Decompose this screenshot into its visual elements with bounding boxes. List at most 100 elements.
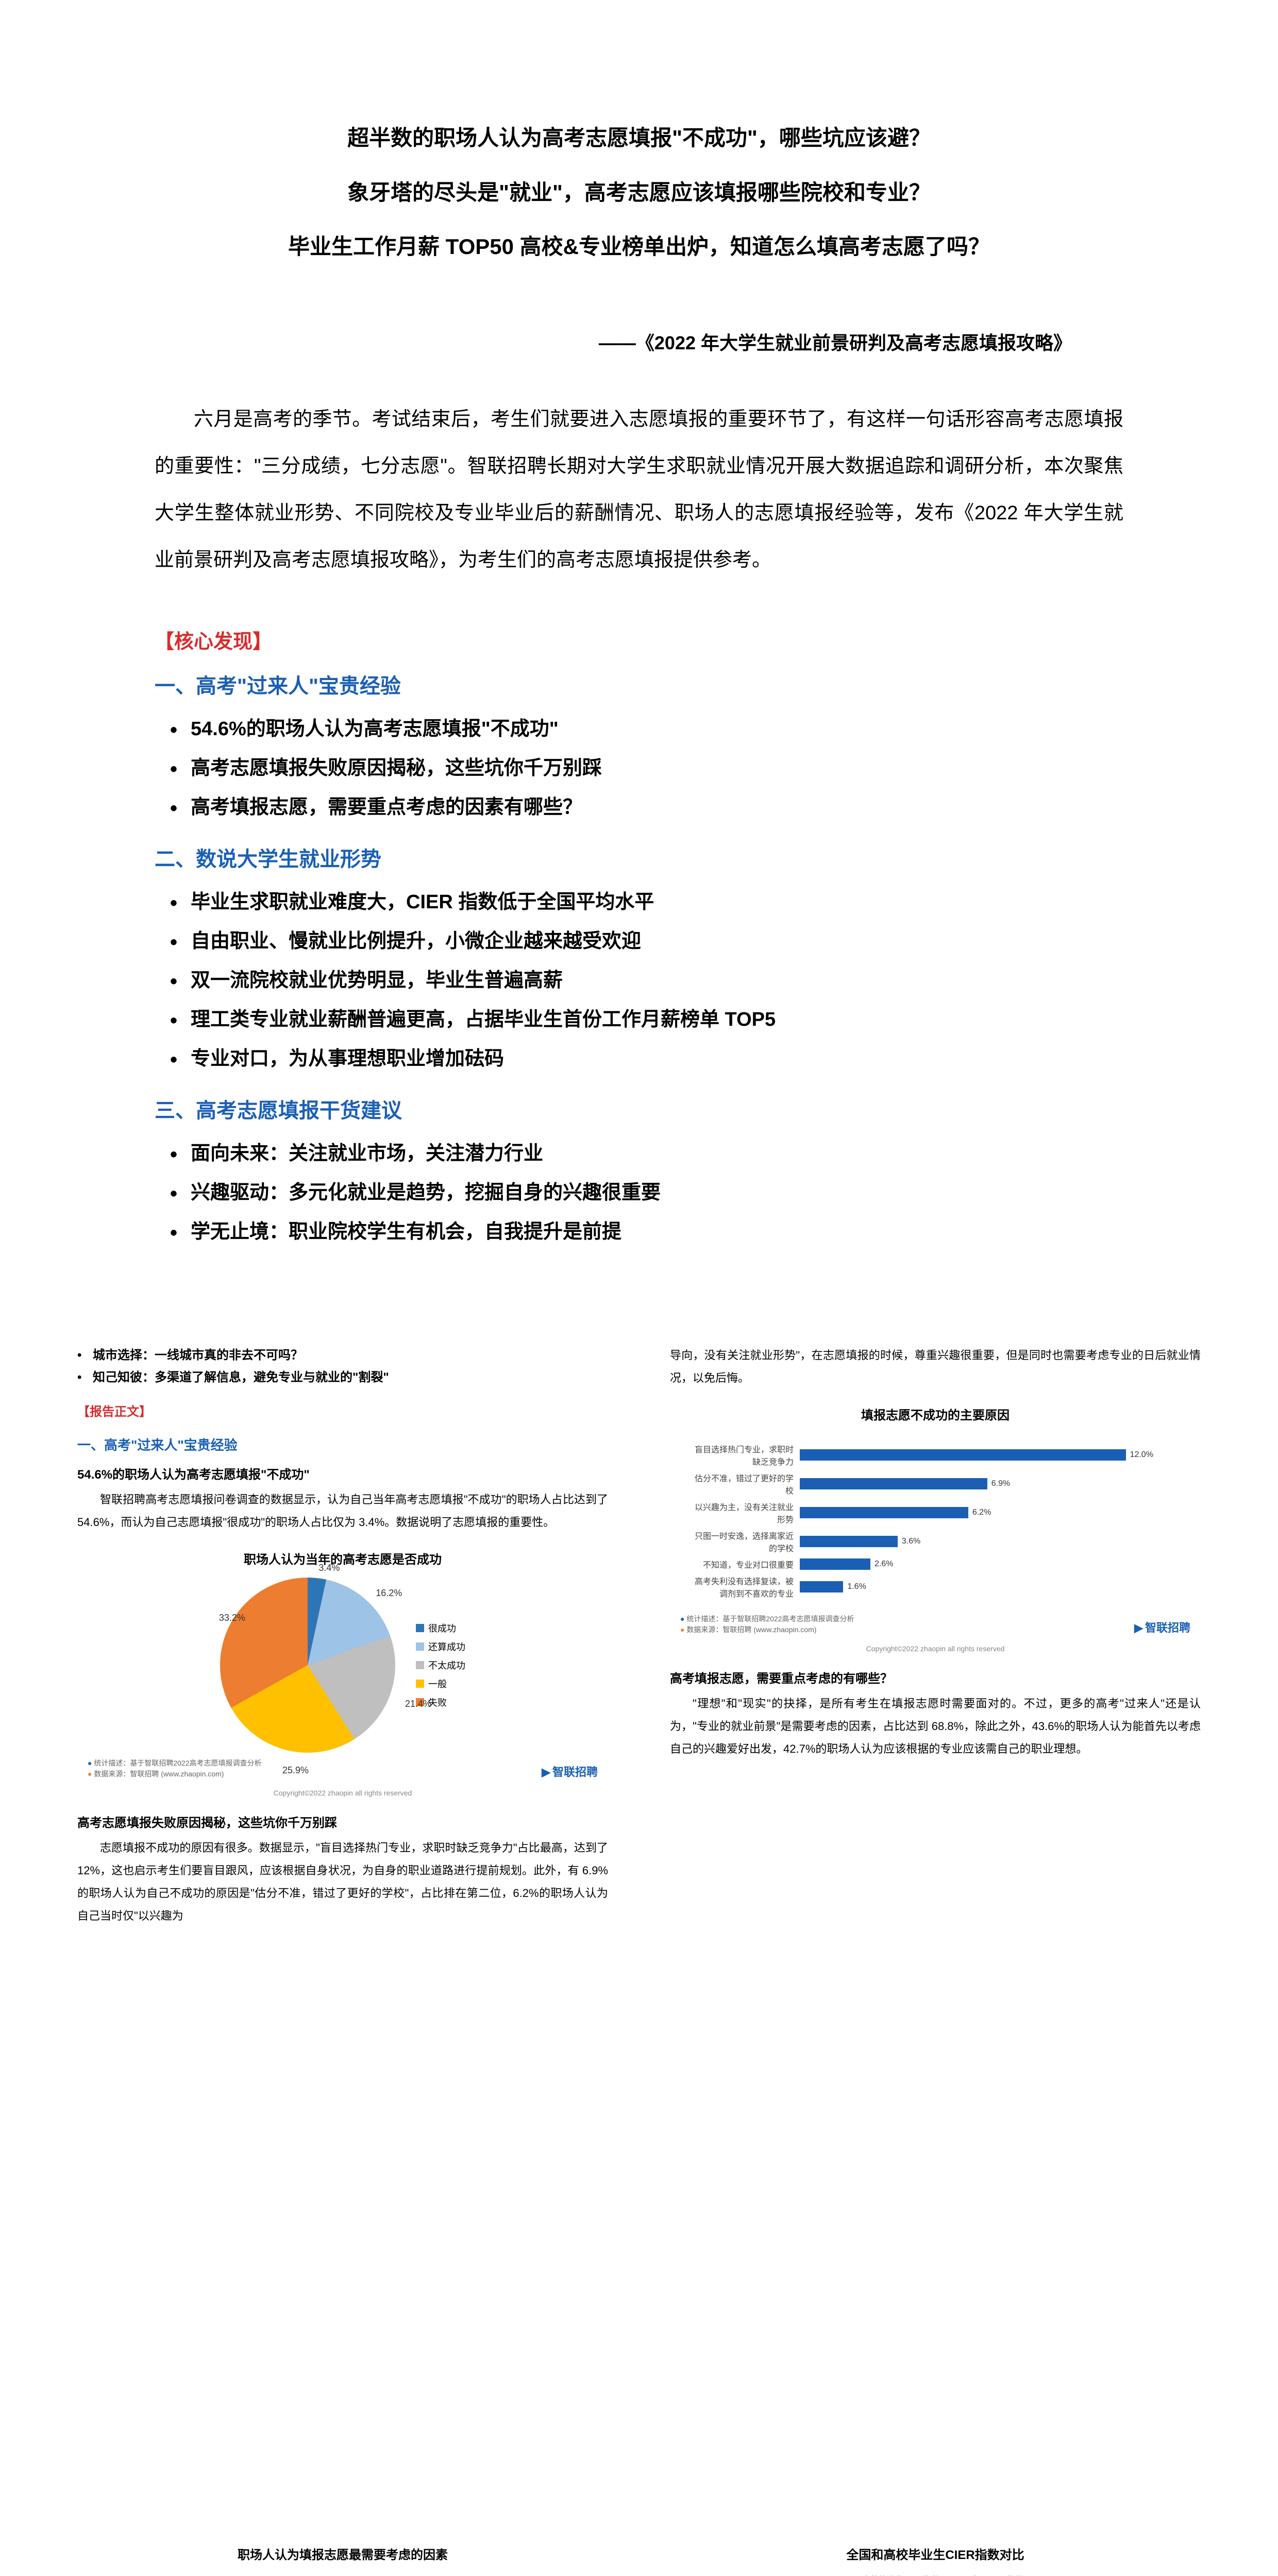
page3-left-column: 职场人认为填报志愿最需要考虑的因素 专业的就业前景68.8%个人兴趣爱好43.6… xyxy=(77,2529,608,2576)
bullet-item: 54.6%的职场人认为高考志愿填报"不成功" xyxy=(170,709,1123,749)
title-question-3: 毕业生工作月薪 TOP50 高校&专业榜单出炉，知道怎么填高考志愿了吗？ xyxy=(155,227,1123,266)
page-1: 超半数的职场人认为高考志愿填报"不成功"，哪些坑应该避？ 象牙塔的尽头是"就业"… xyxy=(0,0,1278,1303)
hbar-label: 不知道，专业对口很重要 xyxy=(691,1558,794,1570)
bullet-item: 毕业生求职就业难度大，CIER 指数低于全国平均水平 xyxy=(170,883,1123,922)
pie-slice-label: 16.2% xyxy=(376,1588,402,1599)
p2-sec1-text: 智联招聘高考志愿填报问卷调查的数据显示，认为自己当年高考志愿填报"不成功"的职场… xyxy=(77,1488,608,1534)
pie-legend: 很成功还算成功不太成功一般失败 xyxy=(416,1621,465,1709)
legend-swatch xyxy=(416,1661,424,1669)
line-legend: 高校毕业生CIER指数 全国CIER指数 xyxy=(670,2573,1201,2576)
line-legend-item: 高校毕业生CIER指数 xyxy=(847,2573,940,2576)
pie-slice-label: 21.4% xyxy=(405,1699,431,1709)
hbar-row: 估分不准，错过了更好的学校 6.9% xyxy=(691,1471,1180,1496)
section-3: 三、高考志愿填报干货建议 面向未来：关注就业市场，关注潜力行业兴趣驱动：多元化就… xyxy=(155,1094,1123,1251)
legend-item: 很成功 xyxy=(416,1621,465,1635)
hbar-fill xyxy=(800,1536,898,1547)
bar2-chart-box: 职场人认为填报志愿最需要考虑的因素 专业的就业前景68.8%个人兴趣爱好43.6… xyxy=(77,2545,608,2576)
pie-slice-label: 25.9% xyxy=(282,1765,309,1776)
hbar-track: 1.6% xyxy=(800,1581,1180,1592)
hbar-fill xyxy=(800,1478,987,1489)
hbar-row: 盲目选择热门专业，求职时缺乏竞争力 12.0% xyxy=(691,1443,1180,1467)
legend-label: 还算成功 xyxy=(428,1640,465,1653)
hbar-track: 2.6% xyxy=(800,1558,1180,1570)
title-question-2: 象牙塔的尽头是"就业"，高考志愿应该填报哪些院校和专业？ xyxy=(155,173,1123,212)
hbar-value: 6.2% xyxy=(972,1508,991,1517)
section-2-bullets: 毕业生求职就业难度大，CIER 指数低于全国平均水平自由职业、慢就业比例提升，小… xyxy=(155,883,1123,1078)
section-3-bullets: 面向未来：关注就业市场，关注潜力行业兴趣驱动：多元化就业是趋势，挖掘自身的兴趣很… xyxy=(155,1134,1123,1251)
brand-logo: 智联招聘 xyxy=(1134,1619,1190,1635)
hbar-value: 12.0% xyxy=(1130,1450,1153,1460)
hbar-label: 估分不准，错过了更好的学校 xyxy=(691,1471,794,1496)
hbar-value: 3.6% xyxy=(902,1537,920,1546)
pie-slice-label: 33.2% xyxy=(219,1613,245,1623)
hbar-value: 6.9% xyxy=(991,1479,1010,1488)
subtitle-reference: ——《2022 年大学生就业前景研判及高考志愿填报攻略》 xyxy=(155,328,1123,355)
intro-paragraph: 六月是高考的季节。考试结束后，考生们就要进入志愿填报的重要环节了，有这样一句话形… xyxy=(155,396,1123,584)
legend-label: 很成功 xyxy=(428,1621,456,1635)
legend-item: 还算成功 xyxy=(416,1640,465,1653)
bullet-item: 专业对口，为从事理想职业增加砝码 xyxy=(170,1039,1123,1078)
bullet-item: 高考填报志愿，需要重点考虑的因素有哪些？ xyxy=(170,788,1123,827)
bar1-title: 填报志愿不成功的主要原因 xyxy=(670,1405,1201,1423)
p2-sec1-sub: 54.6%的职场人认为高考志愿填报"不成功" xyxy=(77,1464,608,1482)
hbar-fill xyxy=(800,1449,1126,1461)
pie-chart-title: 职场人认为当年的高考志愿是否成功 xyxy=(77,1549,608,1567)
p2-right-sub2: 高考填报志愿，需要重点考虑的有哪些？ xyxy=(670,1668,1201,1686)
brand-logo: 智联招聘 xyxy=(542,1763,598,1780)
bullet-item: 兴趣驱动：多元化就业是趋势，挖掘自身的兴趣很重要 xyxy=(170,1173,1123,1212)
hbar-track: 6.2% xyxy=(800,1507,1180,1518)
p2-right-top-text: 导向，没有关注就业形势"，在志愿填报的时候，尊重兴趣很重要，但是同时也需要考虑专… xyxy=(670,1344,1201,1389)
bullet-item: 理工类专业就业薪酬普遍更高，占据毕业生首份工作月薪榜单 TOP5 xyxy=(170,1000,1123,1039)
legend-item: 不太成功 xyxy=(416,1658,465,1672)
report-body-label: 【报告正文】 xyxy=(77,1401,608,1419)
hbar-label: 高考失利没有选择复读，被调剂到不喜欢的专业 xyxy=(691,1574,794,1599)
section-1: 一、高考"过来人"宝贵经验 54.6%的职场人认为高考志愿填报"不成功"高考志愿… xyxy=(155,669,1123,827)
legend-swatch xyxy=(416,1680,424,1688)
hbar-track: 12.0% xyxy=(800,1449,1180,1461)
legend-label: 不太成功 xyxy=(428,1658,465,1672)
bar2-chart: 专业的就业前景68.8%个人兴趣爱好43.6%职业理想42.7%院校综合实力35… xyxy=(77,2573,608,2576)
hbar-row: 高考失利没有选择复读，被调剂到不喜欢的专业 1.6% xyxy=(691,1574,1180,1599)
section-1-bullets: 54.6%的职场人认为高考志愿填报"不成功"高考志愿填报失败原因揭秘，这些坑你千… xyxy=(155,709,1123,827)
bullet-item: 双一流院校就业优势明显，毕业生普遍高薪 xyxy=(170,961,1123,1000)
hbar-label: 以兴趣为主，没有关注就业形势 xyxy=(691,1500,794,1525)
bar1-footer-text: 统计描述：基于智联招聘2022高考志愿填报调查分析 数据来源：智联招聘 (www… xyxy=(680,1614,854,1635)
hbar-fill xyxy=(800,1558,870,1570)
section-1-title: 一、高考"过来人"宝贵经验 xyxy=(155,669,1123,699)
title-question-1: 超半数的职场人认为高考志愿填报"不成功"，哪些坑应该避？ xyxy=(155,118,1123,158)
section-2: 二、数说大学生就业形势 毕业生求职就业难度大，CIER 指数低于全国平均水平自由… xyxy=(155,842,1123,1078)
page2-top-bullets: 城市选择：一线城市真的非去不可吗？知己知彼：多渠道了解信息，避免专业与就业的"割… xyxy=(77,1344,608,1388)
page-3: 职场人认为填报志愿最需要考虑的因素 专业的就业前景68.8%个人兴趣爱好43.6… xyxy=(0,2488,1278,2576)
page2-right-column: 导向，没有关注就业形势"，在志愿填报的时候，尊重兴趣很重要，但是同时也需要考虑专… xyxy=(670,1344,1201,1935)
page-2: 城市选择：一线城市真的非去不可吗？知己知彼：多渠道了解信息，避免专业与就业的"割… xyxy=(0,1303,1278,2488)
section-3-title: 三、高考志愿填报干货建议 xyxy=(155,1094,1123,1124)
line-chart-title: 全国和高校毕业生CIER指数对比 xyxy=(670,2545,1201,2563)
core-findings-header: 【核心发现】 xyxy=(155,625,1123,654)
pie-footer-text: 统计描述：基于智联招聘2022高考志愿填报调查分析 数据来源：智联招聘 (www… xyxy=(88,1758,262,1780)
bar1-chart-box: 填报志愿不成功的主要原因 盲目选择热门专业，求职时缺乏竞争力 12.0% 估分不准，… xyxy=(670,1405,1201,1653)
pie-chart-box: 职场人认为当年的高考志愿是否成功 3.4% 16.2% 21.4% 25.9% 33.2… xyxy=(77,1549,608,1797)
bar1-copyright: Copyright©2022 zhaopin all rights reserv… xyxy=(670,1645,1201,1653)
bullet-item: 自由职业、慢就业比例提升，小微企业越来越受欢迎 xyxy=(170,922,1123,961)
hbar-row: 不知道，专业对口很重要 2.6% xyxy=(691,1558,1180,1570)
bullet-item: 面向未来：关注就业市场，关注潜力行业 xyxy=(170,1134,1123,1173)
hbar-label: 盲目选择热门专业，求职时缺乏竞争力 xyxy=(691,1443,794,1467)
legend-item: 一般 xyxy=(416,1677,465,1690)
section-2-title: 二、数说大学生就业形势 xyxy=(155,842,1123,872)
page2-left-column: 城市选择：一线城市真的非去不可吗？知己知彼：多渠道了解信息，避免专业与就业的"割… xyxy=(77,1344,608,1935)
bullet-item: 城市选择：一线城市真的非去不可吗？ xyxy=(77,1344,608,1366)
hbar-value: 2.6% xyxy=(875,1560,893,1569)
hbar-fill xyxy=(800,1581,843,1592)
page3-right-column: 全国和高校毕业生CIER指数对比 高校毕业生CIER指数全国CIER指数 0.0… xyxy=(670,2529,1201,2576)
pie-copyright: Copyright©2022 zhaopin all rights reserv… xyxy=(77,1789,608,1797)
legend-swatch xyxy=(416,1624,424,1632)
hbar-fill xyxy=(800,1507,968,1518)
p2-sec1b-sub: 高考志愿填报失败原因揭秘，这些坑你千万别踩 xyxy=(77,1812,608,1831)
p2-sec1b-text: 志愿填报不成功的原因有很多。数据显示，"盲目选择热门专业，求职时缺乏竞争力"占比… xyxy=(77,1837,608,1927)
hbar-row: 只图一时安逸，选择离家近的学校3.6% xyxy=(691,1529,1180,1554)
pie-slice-label: 3.4% xyxy=(318,1563,340,1573)
line-legend-item: 全国CIER指数 xyxy=(955,2573,1023,2576)
bar2-title: 职场人认为填报志愿最需要考虑的因素 xyxy=(77,2545,608,2563)
line-chart-box: 全国和高校毕业生CIER指数对比 高校毕业生CIER指数全国CIER指数 0.0… xyxy=(670,2545,1201,2576)
hbar-row: 以兴趣为主，没有关注就业形势 6.2% xyxy=(691,1500,1180,1525)
